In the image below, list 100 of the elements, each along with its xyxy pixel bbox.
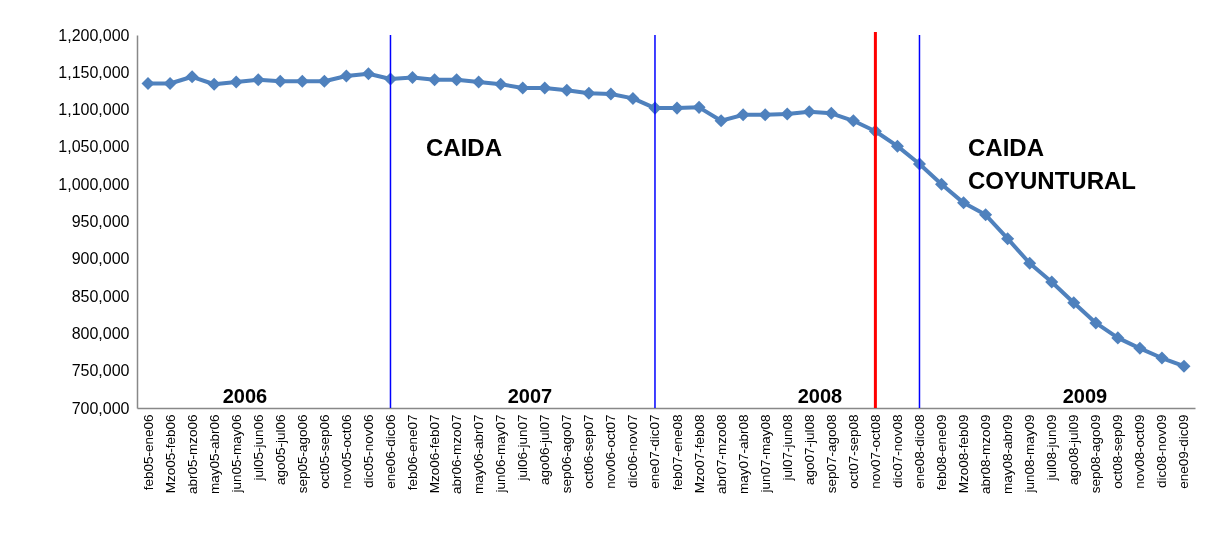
point: [273, 74, 287, 88]
x-tick-label: may05-abr06: [206, 414, 222, 495]
y-tick-label: 1,000,000: [58, 175, 130, 193]
point: [780, 107, 794, 121]
x-tick-label: jun07-may08: [757, 414, 773, 494]
point: [1177, 359, 1191, 373]
point: [1133, 341, 1147, 355]
x-tick-label: may06-abr07: [471, 414, 487, 495]
annotation: CAIDA COYUNTURAL: [968, 134, 1136, 194]
point: [339, 69, 353, 83]
x-tick-label: sep07-ago08: [823, 414, 839, 494]
x-tick-label: may07-abr08: [735, 414, 751, 495]
x-tick-label: ene06-dic06: [382, 414, 398, 489]
x-tick-label: sep08-ago09: [1088, 414, 1104, 494]
point: [185, 70, 199, 84]
y-tick-label: 950,000: [71, 213, 130, 230]
x-tick-label: abr05-mzo06: [184, 414, 200, 495]
x-tick-label: feb07-ene08: [669, 414, 685, 491]
x-tick-label: Mzo06-feb07: [427, 414, 443, 494]
annotation: CAIDA: [426, 134, 502, 161]
x-tick-label: jul08-jun09: [1044, 414, 1060, 482]
point: [1067, 296, 1081, 310]
x-tick-label: Mzo08-feb09: [956, 414, 972, 494]
point: [890, 139, 904, 153]
annotation: 2006: [222, 385, 268, 407]
x-tick-label: ago06-jul07: [537, 414, 553, 486]
annotation: 2009: [1062, 385, 1108, 407]
point: [582, 86, 596, 100]
x-tick-label: jun08-may09: [1022, 414, 1038, 494]
point: [670, 101, 684, 115]
y-tick-label: 850,000: [71, 287, 130, 305]
x-tick-label: nov06-oct07: [603, 414, 619, 489]
point: [1045, 275, 1059, 289]
x-tick-label: jul06-jun07: [515, 414, 531, 482]
x-tick-label: sep06-ago07: [559, 414, 575, 494]
y-tick-label: 700,000: [71, 399, 130, 417]
x-tick-label: feb08-ene09: [934, 414, 950, 491]
x-tick-label: dic06-nov07: [625, 414, 641, 489]
annotation: 2008: [797, 385, 843, 407]
x-tick-label: feb06-ene07: [405, 414, 421, 491]
x-tick-label: oct07-sep08: [845, 414, 861, 489]
x-tick-label: dic07-nov08: [889, 414, 905, 489]
y-tick-label: 1,200,000: [58, 26, 130, 44]
x-tick-label: oct05-sep06: [316, 414, 332, 489]
point: [538, 81, 552, 95]
y-tick-label: 1,100,000: [58, 101, 130, 119]
point: [207, 77, 221, 91]
point: [692, 100, 706, 114]
point: [824, 106, 838, 120]
point: [935, 177, 949, 191]
point: [428, 73, 442, 87]
point: [560, 83, 574, 97]
x-tick-label: nov07-oct08: [867, 414, 883, 489]
y-tick-label: 1,050,000: [58, 138, 130, 156]
point: [229, 75, 243, 89]
point: [472, 75, 486, 89]
x-tick-label: nov08-oct09: [1132, 414, 1148, 489]
x-tick-label: jun06-may07: [493, 414, 509, 494]
x-tick-label: oct06-sep07: [581, 414, 597, 489]
point: [957, 196, 971, 210]
x-tick-label: dic05-nov06: [360, 414, 376, 489]
point: [317, 74, 331, 88]
x-tick-label: Mzo07-feb08: [691, 414, 707, 494]
point: [802, 105, 816, 119]
x-tick-label: jul05-jun06: [250, 414, 266, 482]
point: [163, 76, 177, 91]
point: [1155, 351, 1169, 365]
point: [141, 76, 155, 91]
point: [494, 77, 508, 91]
x-tick-label: jun05-may06: [228, 414, 244, 494]
point: [979, 208, 993, 222]
point: [714, 114, 728, 128]
y-tick-label: 1,150,000: [58, 63, 130, 81]
x-tick-label: Mzo05-feb06: [162, 414, 178, 494]
x-tick-label: ago07-jul08: [801, 414, 817, 486]
point: [1111, 331, 1125, 345]
point: [736, 108, 750, 122]
x-tick-label: abr06-mzo07: [449, 414, 465, 495]
point: [1023, 256, 1037, 270]
x-tick-label: jul07-jun08: [779, 414, 795, 482]
x-tick-label: feb05-ene06: [140, 414, 156, 491]
x-tick-label: dic08-nov09: [1154, 414, 1170, 489]
x-tick-label: nov05-oct06: [338, 414, 354, 489]
x-tick-label: ago08-jul09: [1066, 414, 1082, 486]
point: [295, 74, 309, 88]
point: [604, 87, 618, 101]
x-tick-label: oct08-sep09: [1110, 414, 1126, 489]
point: [758, 108, 772, 122]
point: [1089, 316, 1103, 330]
x-tick-label: abr07-mzo08: [713, 414, 729, 495]
point: [1001, 232, 1015, 246]
x-tick-label: ago05-jul06: [272, 414, 288, 486]
x-tick-label: sep05-ago06: [294, 414, 310, 494]
point: [251, 73, 265, 87]
annotation: 2007: [507, 385, 553, 407]
point: [626, 91, 640, 105]
point: [361, 67, 375, 81]
point: [450, 73, 464, 87]
x-tick-label: ene09-dic09: [1176, 414, 1192, 489]
point: [406, 71, 420, 85]
